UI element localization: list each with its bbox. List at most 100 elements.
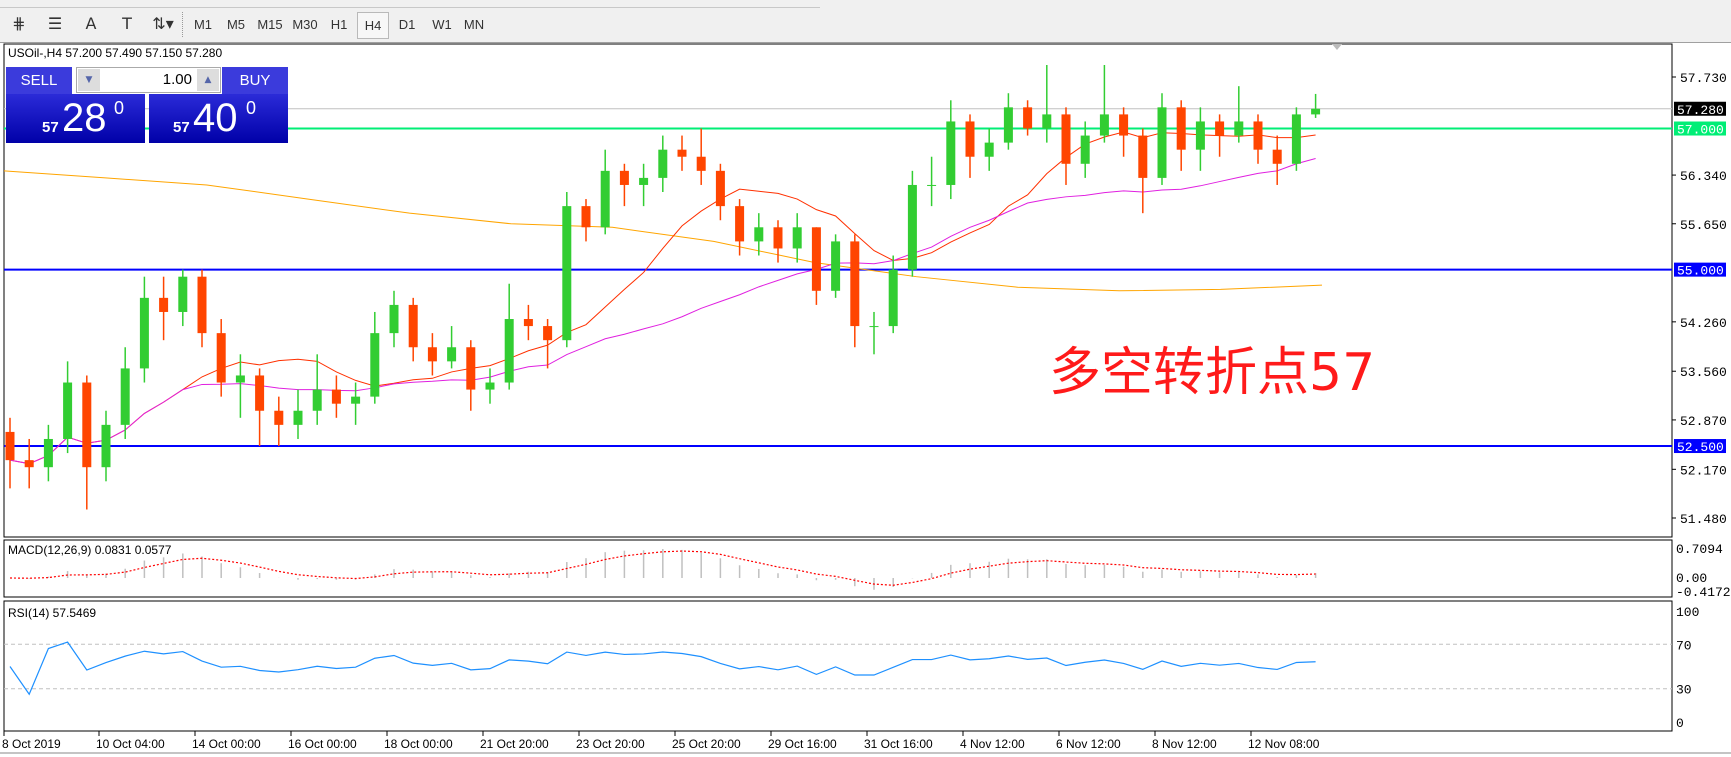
candle-body <box>178 276 188 312</box>
fibonacci-expansion-icon[interactable]: ⋕ <box>12 14 26 33</box>
level-label: 57.000 <box>1677 123 1724 138</box>
fibonacci-fan-icon[interactable]: ☰ <box>47 14 63 33</box>
timeframe-h4-button[interactable]: H4 <box>357 12 389 39</box>
candle-body <box>159 297 169 312</box>
sell-price[interactable]: 57 28 0 <box>6 94 145 143</box>
macd-label: MACD(12,26,9) 0.0831 0.0577 <box>8 543 172 557</box>
text-label-icon[interactable]: T <box>122 14 132 33</box>
macd-signal-line <box>9 550 1316 586</box>
candle-body <box>811 227 821 291</box>
lot-size-stepper[interactable]: ▼ 1.00 ▲ <box>76 67 221 93</box>
buy-button[interactable]: BUY <box>222 67 288 94</box>
candle-body <box>1042 114 1052 129</box>
candle-body <box>101 424 111 468</box>
candle-body <box>907 184 917 270</box>
candle-body <box>946 121 956 185</box>
candle-body <box>773 227 783 249</box>
x-tick-label: 8 Oct 2019 <box>2 737 61 751</box>
candle-body <box>1157 107 1167 178</box>
candle <box>811 227 821 305</box>
lot-decrease-icon[interactable]: ▼ <box>78 69 100 91</box>
candle <box>1195 107 1205 171</box>
candle <box>24 438 34 489</box>
timeframe-w1-button[interactable]: W1 <box>432 17 452 32</box>
candle <box>235 354 245 418</box>
candle-body <box>504 319 514 383</box>
candle-body <box>255 375 265 411</box>
candle <box>43 424 53 482</box>
candle-body <box>658 149 668 178</box>
candle <box>331 375 341 418</box>
toolbar-separator <box>182 12 184 37</box>
y-tick-label: 53.560 <box>1680 365 1727 380</box>
candle <box>831 234 841 298</box>
candle <box>274 396 284 447</box>
rsi-panel-frame <box>3 600 1673 732</box>
candle-body <box>1272 149 1282 164</box>
level-label: 52.500 <box>1677 440 1724 455</box>
text-icon[interactable]: A <box>85 14 97 33</box>
toolbar-top-row <box>0 0 820 8</box>
candle-body <box>82 382 92 468</box>
lot-increase-icon[interactable]: ▲ <box>197 69 219 91</box>
candle <box>715 163 725 221</box>
buy-price-big: 57 <box>173 119 190 136</box>
candle <box>696 128 706 185</box>
candle <box>1080 121 1090 178</box>
candle-body <box>562 206 572 341</box>
rsi-tick-label: 0 <box>1676 716 1684 731</box>
lot-size-input[interactable]: 1.00 <box>162 71 192 88</box>
candle <box>1157 93 1167 185</box>
candle <box>735 199 745 256</box>
x-tick-label: 25 Oct 20:00 <box>672 737 741 751</box>
candle-body <box>197 276 207 334</box>
candle-body <box>1291 114 1301 164</box>
candle <box>197 269 207 348</box>
timeframe-m15-button[interactable]: M15 <box>257 17 283 32</box>
timeframe-m5-button[interactable]: M5 <box>226 17 246 32</box>
candle-body <box>466 347 476 390</box>
candle <box>639 163 649 207</box>
candle-body <box>543 326 553 341</box>
timeframe-m1-button[interactable]: M1 <box>193 17 213 32</box>
candle-body <box>216 333 226 383</box>
x-tick-label: 18 Oct 00:00 <box>384 737 453 751</box>
timeframe-h1-button[interactable]: H1 <box>330 17 348 32</box>
candle <box>888 255 898 334</box>
x-tick-label: 10 Oct 04:00 <box>96 737 165 751</box>
y-tick-label: 51.480 <box>1680 512 1727 527</box>
x-tick-label: 16 Oct 00:00 <box>288 737 357 751</box>
macd-panel-frame <box>3 539 1673 598</box>
sell-price-main: 28 <box>62 96 107 140</box>
x-tick-label: 31 Oct 16:00 <box>864 737 933 751</box>
rsi-tick-label: 100 <box>1676 605 1699 620</box>
candle <box>984 128 994 171</box>
candle-body <box>715 170 725 207</box>
buy-price[interactable]: 57 40 0 <box>149 94 288 143</box>
timeframe-m30-button[interactable]: M30 <box>292 17 318 32</box>
candle-body <box>984 142 994 157</box>
candle <box>907 170 917 277</box>
sell-price-big: 57 <box>42 119 59 136</box>
arrows-icon[interactable]: ⇅▾ <box>152 14 174 33</box>
sell-button[interactable]: SELL <box>6 67 72 94</box>
candle <box>1253 114 1263 164</box>
candle-body <box>677 149 687 157</box>
candle-body <box>1234 121 1244 136</box>
rsi-label: RSI(14) 57.5469 <box>8 606 97 620</box>
candle <box>63 361 73 454</box>
candle <box>447 326 457 369</box>
candle <box>600 149 610 235</box>
chart-title: USOil-,H4 57.200 57.490 57.150 57.280 <box>8 46 223 60</box>
candle-body <box>1176 107 1186 150</box>
candle <box>1061 107 1071 185</box>
candle-body <box>389 304 399 334</box>
candle <box>927 156 937 207</box>
candle-body <box>1003 107 1013 143</box>
timeframe-d1-button[interactable]: D1 <box>398 17 416 32</box>
timeframe-mn-button[interactable]: MN <box>463 17 485 32</box>
candle <box>1291 107 1301 171</box>
buy-price-main: 40 <box>193 96 238 140</box>
candle <box>120 347 130 439</box>
x-tick-label: 6 Nov 12:00 <box>1056 737 1121 751</box>
